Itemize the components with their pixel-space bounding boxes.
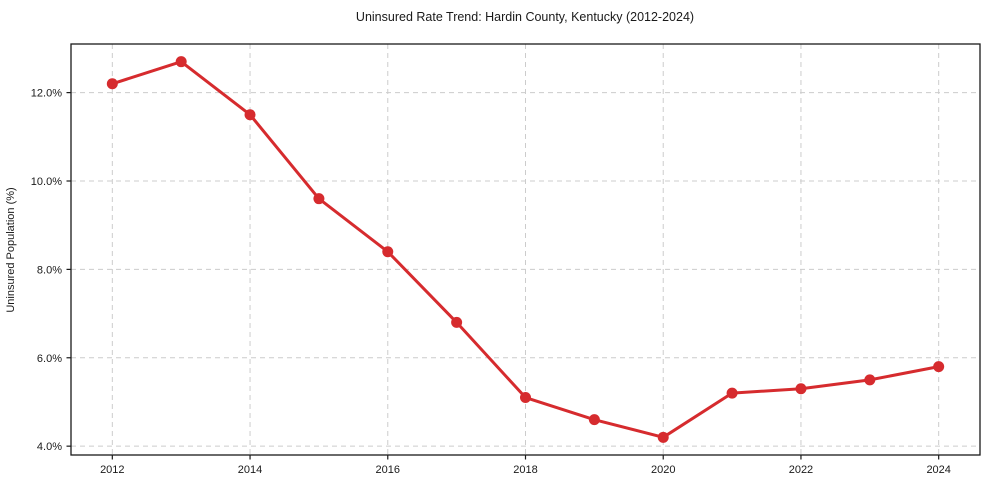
data-point-2021 <box>726 387 738 399</box>
y-tick-label: 12.0% <box>31 88 62 100</box>
y-tick-label: 6.0% <box>37 353 62 365</box>
x-tick-label: 2016 <box>376 464 400 476</box>
y-tick-label: 8.0% <box>37 264 62 276</box>
data-series <box>106 56 945 443</box>
y-tick-label: 10.0% <box>31 176 62 188</box>
data-point-2012 <box>106 78 118 90</box>
axes: 2012 2014 2016 2018 2020 2022 2024 4.0% 6.0% 8.0%… <box>31 43 981 476</box>
x-tick-label: 2012 <box>100 464 124 476</box>
y-axis-label: Uninsured Population (%) <box>5 187 17 312</box>
data-point-2023 <box>864 374 876 386</box>
data-point-2018 <box>520 392 531 404</box>
x-tick-label: 2018 <box>513 464 537 476</box>
data-point-2022 <box>795 383 807 395</box>
x-tick-label: 2024 <box>926 464 950 476</box>
x-tick-label: 2014 <box>238 464 262 476</box>
data-point-2019 <box>588 414 600 426</box>
data-point-2015 <box>313 193 325 205</box>
x-tick-label: 2022 <box>789 464 813 476</box>
gridlines <box>71 44 980 455</box>
x-tick-label: 2020 <box>651 464 675 476</box>
data-point-2013 <box>175 56 187 68</box>
data-point-2020 <box>657 431 669 443</box>
data-point-2014 <box>244 109 256 121</box>
data-point-2024 <box>933 361 945 373</box>
chart-title: Uninsured Rate Trend: Hardin County, Ken… <box>356 10 694 24</box>
data-point-2016 <box>382 246 394 258</box>
data-point-2017 <box>451 316 463 328</box>
y-tick-label: 4.0% <box>37 441 62 453</box>
